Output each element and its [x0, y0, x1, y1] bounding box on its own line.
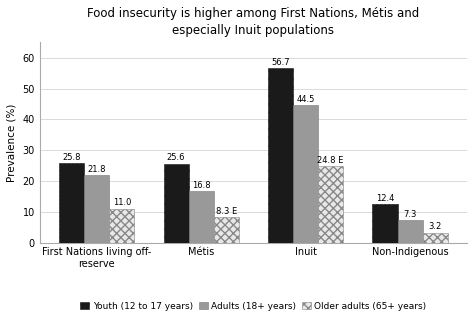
- Text: 25.8: 25.8: [63, 153, 81, 162]
- Text: 25.6: 25.6: [167, 153, 185, 162]
- Text: 11.0: 11.0: [113, 198, 131, 207]
- Text: 21.8: 21.8: [88, 165, 106, 174]
- Text: 7.3: 7.3: [403, 210, 417, 219]
- Text: 56.7: 56.7: [271, 58, 290, 67]
- Bar: [318, 166, 343, 243]
- Bar: [268, 68, 293, 243]
- Legend: Youth (12 to 17 years), Adults (18+ years), Older adults (65+ years): Youth (12 to 17 years), Adults (18+ year…: [77, 298, 430, 311]
- Bar: [59, 163, 84, 243]
- Title: Food insecurity is higher among First Nations, Métis and
especially Inuit popula: Food insecurity is higher among First Na…: [87, 7, 419, 37]
- Bar: [84, 175, 109, 243]
- Y-axis label: Prevalence (%): Prevalence (%): [7, 103, 17, 182]
- Text: 8.3 E: 8.3 E: [216, 207, 237, 216]
- Bar: [422, 233, 447, 243]
- Bar: [189, 191, 214, 243]
- Bar: [164, 164, 189, 243]
- Text: 44.5: 44.5: [296, 95, 315, 104]
- Text: 3.2: 3.2: [428, 222, 442, 231]
- Text: 16.8: 16.8: [192, 181, 210, 190]
- Bar: [109, 209, 134, 243]
- Text: 24.8 E: 24.8 E: [318, 156, 344, 165]
- Bar: [214, 217, 239, 243]
- Bar: [398, 220, 422, 243]
- Text: 12.4: 12.4: [376, 194, 394, 203]
- Bar: [373, 204, 398, 243]
- Bar: [293, 105, 318, 243]
